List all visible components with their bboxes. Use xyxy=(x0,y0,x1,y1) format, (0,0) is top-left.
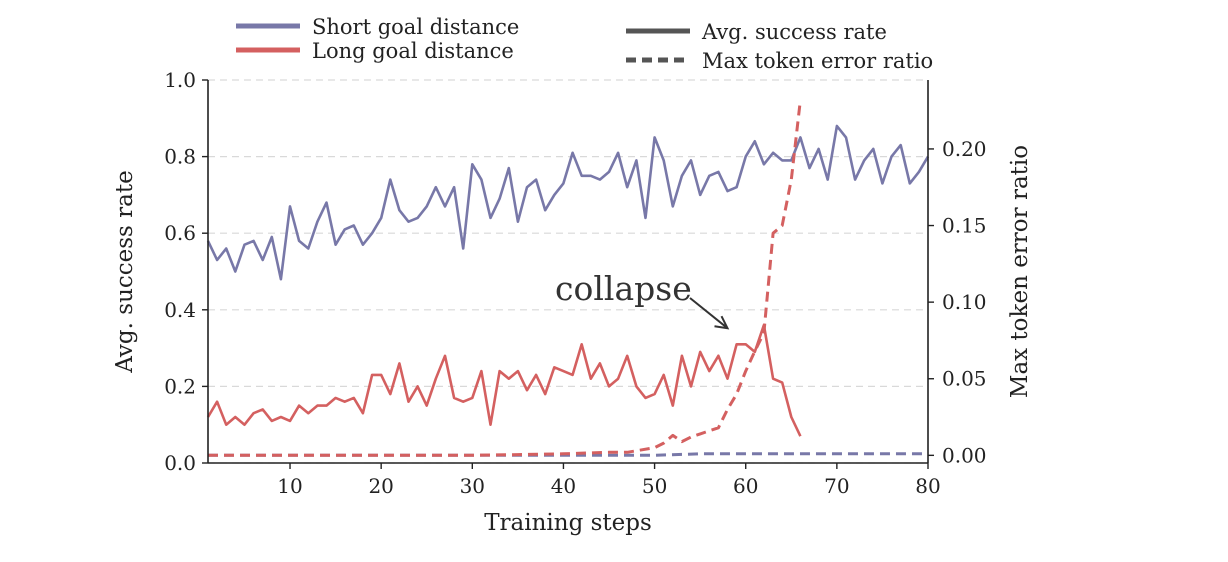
series-long-goal-distance-success-rate xyxy=(206,323,802,437)
y2-tick-label-0: 0.00 xyxy=(942,443,987,467)
collapse-annotation: collapse xyxy=(555,269,730,330)
legend-style-label-1: Max token error ratio xyxy=(702,49,933,73)
x-tick-label-1: 20 xyxy=(368,474,393,498)
y-axis-label: Avg. success rate xyxy=(112,170,138,374)
x-tick-label-0: 10 xyxy=(277,474,302,498)
y2-axis-label: Max token error ratio xyxy=(1007,145,1033,398)
legend-label-1: Long goal distance xyxy=(312,39,514,63)
plot-area xyxy=(206,99,930,457)
axes: 10 20 30 40 50 60 70 80 0.0 0.2 0.4 0.6 0.8 1.0 0.00 0.… xyxy=(164,68,986,498)
x-tick-label-6: 70 xyxy=(824,474,849,498)
y-tick-label-3: 0.6 xyxy=(164,221,196,245)
x-axis-label: Training steps xyxy=(484,510,652,536)
x-tick-label-3: 40 xyxy=(551,474,576,498)
collapse-arrow xyxy=(689,297,730,330)
x-tick-label-2: 30 xyxy=(460,474,485,498)
y-tick-label-2: 0.4 xyxy=(164,298,196,322)
x-tick-label-7: 80 xyxy=(915,474,940,498)
y2-tick-label-3: 0.15 xyxy=(942,214,987,238)
x-tick-label-4: 50 xyxy=(642,474,667,498)
series-long-goal-distance-error-ratio xyxy=(208,99,802,457)
y-tick-label-4: 0.8 xyxy=(164,145,196,169)
series-short-goal-distance-success-rate xyxy=(206,124,930,281)
legend-label-0: Short goal distance xyxy=(312,15,519,39)
y2-tick-label-4: 0.20 xyxy=(942,137,987,161)
y-tick-label-0: 0.0 xyxy=(164,451,196,475)
y2-tick-label-1: 0.05 xyxy=(942,367,987,391)
y-tick-label-5: 1.0 xyxy=(164,68,196,92)
collapse-label: collapse xyxy=(555,269,692,308)
x-tick-label-5: 60 xyxy=(733,474,758,498)
y2-tick-label-2: 0.10 xyxy=(942,290,987,314)
legend-style-label-0: Avg. success rate xyxy=(701,20,887,44)
y-tick-label-1: 0.2 xyxy=(164,374,196,398)
series-short-goal-distance-error-ratio xyxy=(208,452,928,457)
